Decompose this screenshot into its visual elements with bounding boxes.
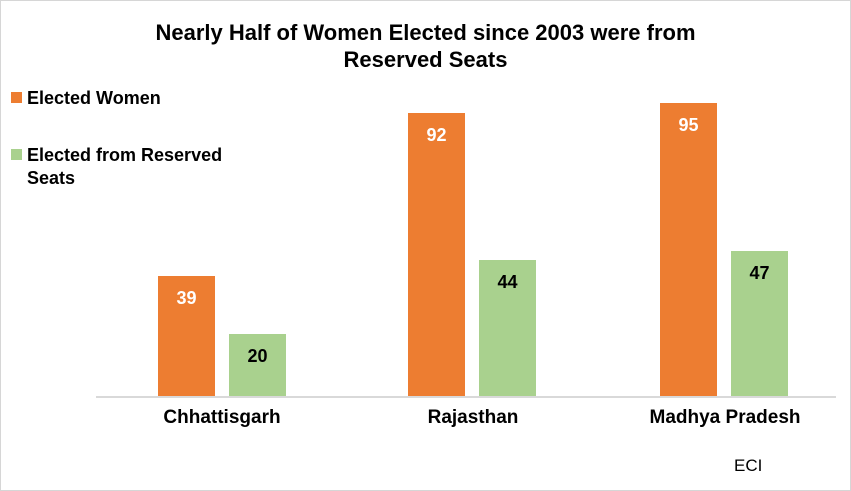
bar-group-chhattisgarh: 39 20 — [158, 90, 286, 396]
bar-value-label: 44 — [497, 272, 518, 292]
bar-value-label: 95 — [678, 115, 699, 135]
x-label-chhattisgarh: Chhattisgarh — [163, 407, 281, 428]
x-label-madhya-pradesh: Madhya Pradesh — [649, 407, 801, 428]
legend-swatch-reserved-seats — [11, 149, 22, 160]
bar-value-label: 20 — [247, 346, 268, 366]
source-label: ECI — [734, 456, 763, 475]
x-axis-labels: Chhattisgarh Rajasthan Madhya Pradesh — [96, 407, 836, 433]
bar-reserved-seats-madhya-pradesh: 47 — [731, 251, 788, 396]
bar-group-madhya-pradesh: 95 47 — [660, 90, 788, 396]
legend-item-elected-women: Elected Women — [11, 87, 232, 110]
bar-value-label: 92 — [426, 125, 447, 145]
chart-title-line1: Nearly Half of Women Elected since 2003 … — [155, 20, 696, 45]
legend-label-reserved-seats: Elected from Reserved Seats — [27, 145, 223, 188]
bar-reserved-seats-rajasthan: 44 — [479, 260, 536, 396]
bar-elected-women-rajasthan: 92 — [408, 113, 465, 396]
plot-area: 39 20 92 44 95 47 — [96, 90, 836, 398]
bar-elected-women-madhya-pradesh: 95 — [660, 103, 717, 396]
bar-value-label: 39 — [176, 288, 197, 308]
chart-title: Nearly Half of Women Elected since 2003 … — [1, 19, 850, 73]
bar-reserved-seats-chhattisgarh: 20 — [229, 334, 286, 396]
x-label-rajasthan: Rajasthan — [427, 407, 519, 428]
bar-elected-women-chhattisgarh: 39 — [158, 276, 215, 396]
bar-group-rajasthan: 92 44 — [408, 90, 536, 396]
chart-title-line2: Reserved Seats — [343, 47, 508, 72]
legend-label-elected-women: Elected Women — [27, 88, 161, 108]
legend-swatch-elected-women — [11, 92, 22, 103]
bar-value-label: 47 — [749, 263, 770, 283]
legend: Elected Women Elected from Reserved Seat… — [11, 87, 232, 224]
legend-item-reserved-seats: Elected from Reserved Seats — [11, 144, 232, 190]
